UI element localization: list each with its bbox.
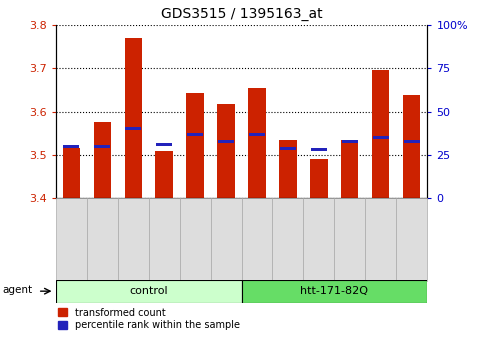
Bar xyxy=(334,198,366,281)
Bar xyxy=(312,148,327,151)
Bar xyxy=(156,150,172,198)
Bar xyxy=(248,88,266,198)
Text: htt-171-82Q: htt-171-82Q xyxy=(300,286,369,296)
Bar xyxy=(242,198,272,281)
Bar xyxy=(280,140,297,198)
Bar xyxy=(156,143,171,145)
Bar xyxy=(56,280,242,303)
Bar xyxy=(187,132,203,136)
Bar xyxy=(211,198,242,281)
Bar xyxy=(311,159,327,198)
Text: control: control xyxy=(129,286,168,296)
Bar xyxy=(186,93,203,198)
Bar xyxy=(125,38,142,198)
Bar xyxy=(366,198,397,281)
Bar xyxy=(86,198,117,281)
Bar xyxy=(372,70,389,198)
Bar xyxy=(62,148,80,198)
Bar xyxy=(56,198,86,281)
Bar xyxy=(63,145,79,148)
Text: agent: agent xyxy=(3,285,33,295)
Bar xyxy=(242,280,427,303)
Bar xyxy=(397,198,427,281)
Bar xyxy=(404,140,420,143)
Bar xyxy=(342,140,357,143)
Bar xyxy=(94,122,111,198)
Bar xyxy=(303,198,334,281)
Bar xyxy=(280,147,296,150)
Bar xyxy=(272,198,303,281)
Bar xyxy=(149,198,180,281)
Bar xyxy=(218,140,234,143)
Bar xyxy=(217,104,235,198)
Legend: transformed count, percentile rank within the sample: transformed count, percentile rank withi… xyxy=(58,308,240,330)
Text: GDS3515 / 1395163_at: GDS3515 / 1395163_at xyxy=(161,7,322,21)
Bar xyxy=(373,136,389,139)
Bar xyxy=(126,127,141,130)
Bar xyxy=(403,96,421,198)
Bar xyxy=(249,132,265,136)
Bar xyxy=(180,198,211,281)
Bar xyxy=(341,140,358,198)
Bar xyxy=(117,198,149,281)
Bar xyxy=(94,145,110,148)
